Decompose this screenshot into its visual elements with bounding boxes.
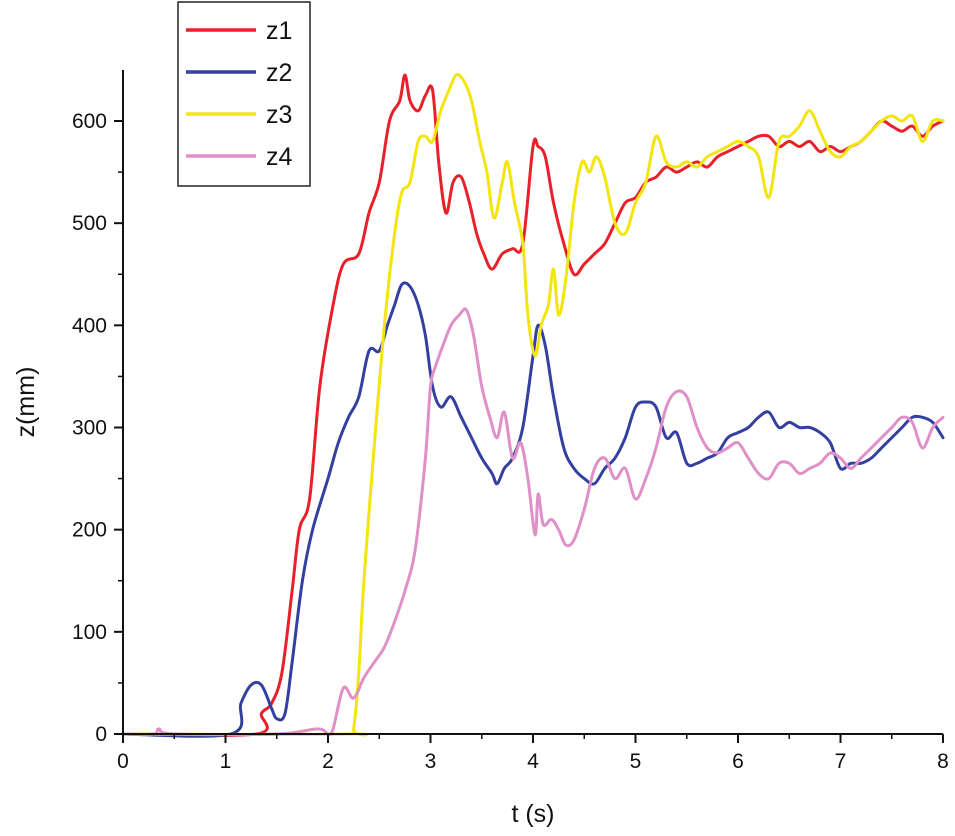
axes [114, 70, 944, 743]
series-line-z2 [121, 281, 945, 738]
x-tick-label: 6 [732, 750, 744, 773]
legend-label-z3: z3 [266, 101, 292, 129]
x-tick-label: 7 [835, 750, 847, 773]
y-tick-label: 600 [72, 110, 107, 133]
legend: z1 z2 z3 z4 [177, 1, 311, 187]
series-line-z1 [121, 73, 945, 738]
x-tick-label: 4 [527, 750, 539, 773]
y-tick-label: 100 [72, 621, 107, 644]
x-tick-label: 0 [117, 750, 129, 773]
y-axis-label: z(mm) [12, 367, 40, 438]
x-tick-label: 5 [630, 750, 642, 773]
x-tick-label: 1 [220, 750, 232, 773]
series-line-z4 [121, 307, 945, 737]
legend-label-z4: z4 [266, 143, 293, 171]
x-tick-label: 3 [425, 750, 437, 773]
x-tick-label: 8 [937, 750, 949, 773]
tick-labels: 0 1 2 3 4 5 6 7 8 0 100 200 300 400 500 600 [72, 110, 949, 773]
x-tick-label: 2 [322, 750, 334, 773]
series-line-z3 [121, 72, 945, 737]
x-axis-label: t (s) [511, 800, 554, 828]
plot-lines [121, 72, 945, 738]
y-tick-label: 300 [72, 417, 107, 440]
y-tick-label: 0 [95, 723, 107, 746]
y-tick-label: 200 [72, 519, 107, 542]
legend-label-z1: z1 [266, 17, 292, 45]
legend-label-z2: z2 [266, 59, 292, 87]
y-tick-label: 500 [72, 212, 107, 235]
y-tick-label: 400 [72, 314, 107, 337]
